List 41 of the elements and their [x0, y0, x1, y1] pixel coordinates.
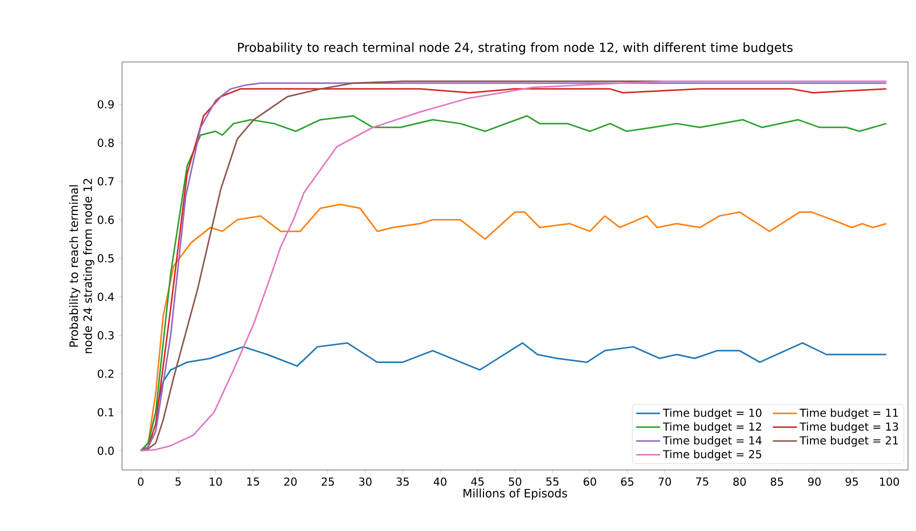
- x-tick-label: 50: [508, 478, 522, 486]
- y-tick-label: 0.2: [98, 370, 114, 378]
- x-tick-label: 75: [696, 478, 708, 486]
- x-axis-title: Millions of Episods: [464, 488, 568, 500]
- y-tick-label: 0.6: [98, 216, 114, 224]
- x-tick-label: 30: [359, 478, 372, 486]
- x-tick-label: 10: [210, 478, 222, 486]
- legend-label: Time budget = 14: [662, 436, 762, 447]
- x-tick-label: 80: [733, 478, 746, 486]
- y-tick-label: 0.9: [98, 100, 114, 108]
- legend-label: Time budget = 12: [662, 422, 762, 433]
- x-tick-label: 15: [247, 478, 260, 486]
- legend-label: Time budget = 21: [800, 436, 898, 447]
- legend-label: Time budget = 11: [800, 408, 898, 420]
- x-tick-label: 55: [546, 478, 558, 486]
- x-tick-label: 25: [322, 478, 334, 486]
- y-tick-label: 0.3: [98, 331, 114, 340]
- x-tick-label: 95: [846, 478, 858, 486]
- legend-label: Time budget = 10: [662, 408, 762, 420]
- legend-label: Time budget = 25: [662, 450, 762, 460]
- x-tick-label: 70: [658, 478, 671, 486]
- x-tick-label: 35: [396, 478, 409, 486]
- x-tick-label: 100: [880, 478, 900, 486]
- y-tick-label: 0.1: [98, 408, 114, 416]
- y-axis-title: Probability to reach terminal node 24 strating from node 12: [69, 178, 94, 354]
- x-tick-label: 65: [621, 478, 634, 486]
- y-tick-label: 0.4: [98, 292, 114, 301]
- legend-label: Time budget = 13: [800, 422, 898, 433]
- x-tick-label: 85: [770, 478, 784, 486]
- x-tick-label: 20: [284, 478, 297, 486]
- x-tick-label: 5: [176, 478, 181, 486]
- x-tick-label: 90: [808, 478, 821, 486]
- y-tick-label: 0.8: [98, 138, 114, 147]
- x-tick-label: 45: [471, 478, 484, 486]
- x-tick-label: 0: [138, 478, 144, 486]
- x-tick-label: 60: [584, 478, 596, 486]
- x-tick-label: 40: [434, 478, 446, 486]
- y-tick-label: 0.0: [98, 446, 114, 455]
- y-tick-label: 0.7: [98, 177, 114, 186]
- y-tick-label: 0.5: [98, 254, 114, 262]
- chart-title: Probability to reach terminal node 24, strating from node 12, with different time budgets: [238, 42, 793, 54]
